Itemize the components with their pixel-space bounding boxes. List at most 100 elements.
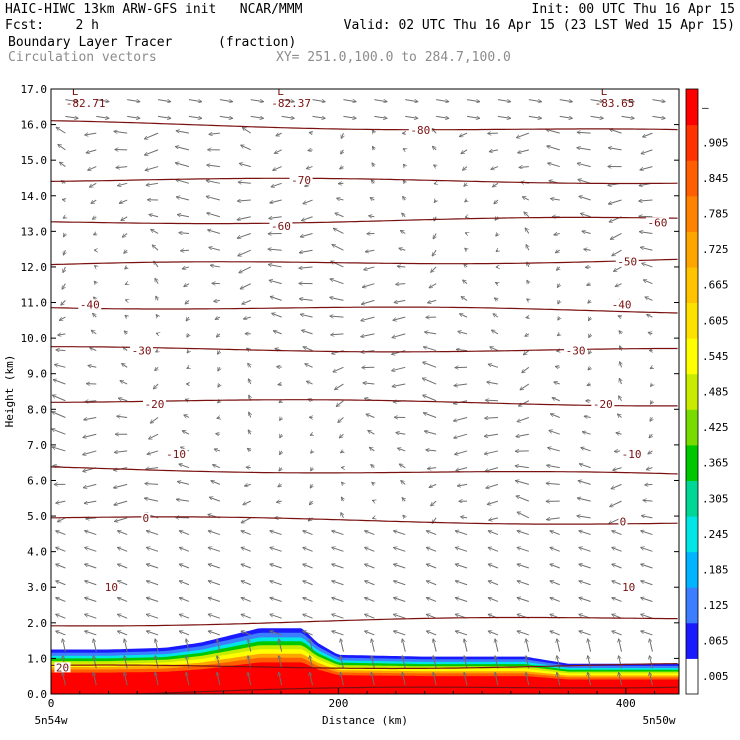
vector-arrow xyxy=(546,518,560,520)
colorbar-swatch xyxy=(686,444,698,481)
vector-arrow xyxy=(641,149,653,154)
vector-arrow xyxy=(146,468,159,469)
vector-arrow xyxy=(612,631,622,636)
vector-arrow xyxy=(179,464,190,469)
vector-arrow xyxy=(299,267,313,268)
vector-arrow xyxy=(303,547,313,552)
vector-arrow xyxy=(464,672,468,686)
vector-arrow xyxy=(247,448,251,451)
vector-arrow xyxy=(127,116,140,118)
contour-label: -30 xyxy=(566,345,586,358)
vector-arrow xyxy=(56,126,66,134)
vector-arrow xyxy=(144,132,159,139)
vector-arrow xyxy=(391,366,406,371)
vector-arrow xyxy=(55,564,66,569)
vector-arrow xyxy=(488,631,499,636)
vector-arrow xyxy=(65,100,78,102)
vector-arrow xyxy=(334,383,344,391)
vector-arrow xyxy=(465,233,467,234)
vector-arrow xyxy=(92,217,96,220)
vector-arrow xyxy=(214,449,221,451)
contour-label-bg xyxy=(54,662,71,673)
vector-arrow xyxy=(243,500,251,505)
low-value: -82.71 xyxy=(66,97,106,110)
vector-arrow xyxy=(55,501,66,503)
vector-arrow xyxy=(618,316,622,317)
vector-arrow xyxy=(579,564,591,569)
colorbar-swatch xyxy=(686,302,698,339)
vector-arrow xyxy=(491,166,499,170)
vector-arrow xyxy=(241,631,251,636)
tracer-band-8 xyxy=(51,662,679,694)
vector-arrow xyxy=(219,100,233,102)
vector-arrow xyxy=(208,547,221,552)
vector-arrow xyxy=(241,581,251,586)
vector-arrow xyxy=(402,639,406,652)
vector-arrow xyxy=(392,333,406,338)
vector-arrow xyxy=(117,182,128,185)
vector-arrow xyxy=(246,467,251,468)
colorbar-label: .125 xyxy=(702,599,729,612)
vector-arrow xyxy=(247,430,251,435)
vector-arrow xyxy=(370,197,375,201)
vector-arrow xyxy=(612,467,622,471)
vector-arrow xyxy=(619,330,622,333)
vector-arrow xyxy=(525,244,529,251)
vector-arrow xyxy=(644,484,653,485)
colorbar-label: .185 xyxy=(702,563,729,576)
vector-arrow xyxy=(299,249,313,253)
vector-arrow xyxy=(405,116,418,118)
vector-arrow xyxy=(579,581,591,586)
vector-arrow xyxy=(455,531,468,536)
vector-arrow xyxy=(427,468,437,469)
vector-arrow xyxy=(550,547,560,552)
vector-arrow xyxy=(546,465,560,469)
vector-arrow xyxy=(621,100,635,102)
vector-arrow xyxy=(121,216,128,222)
vector-arrow xyxy=(649,672,653,686)
vector-arrow xyxy=(209,133,220,134)
vector-arrow xyxy=(429,483,437,487)
vector-arrow xyxy=(179,581,190,586)
colorbar-swatch xyxy=(686,587,698,624)
vector-arrow xyxy=(371,163,374,167)
vector-arrow xyxy=(368,429,375,435)
vector-arrow xyxy=(83,483,97,487)
vector-arrow xyxy=(125,267,128,269)
vector-arrow xyxy=(62,672,66,686)
vector-arrow xyxy=(310,639,314,652)
vector-arrow xyxy=(495,672,499,686)
vector-arrow xyxy=(270,531,282,536)
vector-arrow xyxy=(371,655,375,669)
vector-arrow xyxy=(582,231,591,233)
vector-arrow xyxy=(426,598,437,602)
vector-arrow xyxy=(641,516,653,518)
vector-arrow xyxy=(577,163,591,168)
vector-arrow xyxy=(54,364,66,368)
vector-arrow xyxy=(156,333,158,334)
y-tick-label: 5.0 xyxy=(27,510,47,523)
vector-arrow xyxy=(554,382,560,384)
contour-label: -20 xyxy=(593,398,613,411)
vector-arrow xyxy=(117,547,128,552)
vector-arrow xyxy=(517,531,529,536)
vector-arrow xyxy=(485,467,499,472)
colorbar-swatch xyxy=(686,658,698,695)
contour-label: 0 xyxy=(143,512,150,525)
vector-arrow xyxy=(493,314,499,318)
vector-arrow xyxy=(422,378,437,385)
vector-arrow xyxy=(94,265,96,267)
vector-arrow xyxy=(270,598,282,602)
vector-arrow xyxy=(152,245,159,251)
vector-arrow xyxy=(422,362,437,368)
vector-arrow xyxy=(579,531,591,536)
tracer-field xyxy=(51,628,679,694)
vector-arrow xyxy=(436,100,449,102)
colorbar-label: .725 xyxy=(702,243,729,256)
vector-arrow xyxy=(279,655,283,669)
contour-line xyxy=(51,258,678,266)
vector-arrow xyxy=(51,429,66,435)
vector-arrow xyxy=(550,631,560,636)
vector-arrow xyxy=(394,300,406,302)
vector-arrow xyxy=(649,417,653,421)
